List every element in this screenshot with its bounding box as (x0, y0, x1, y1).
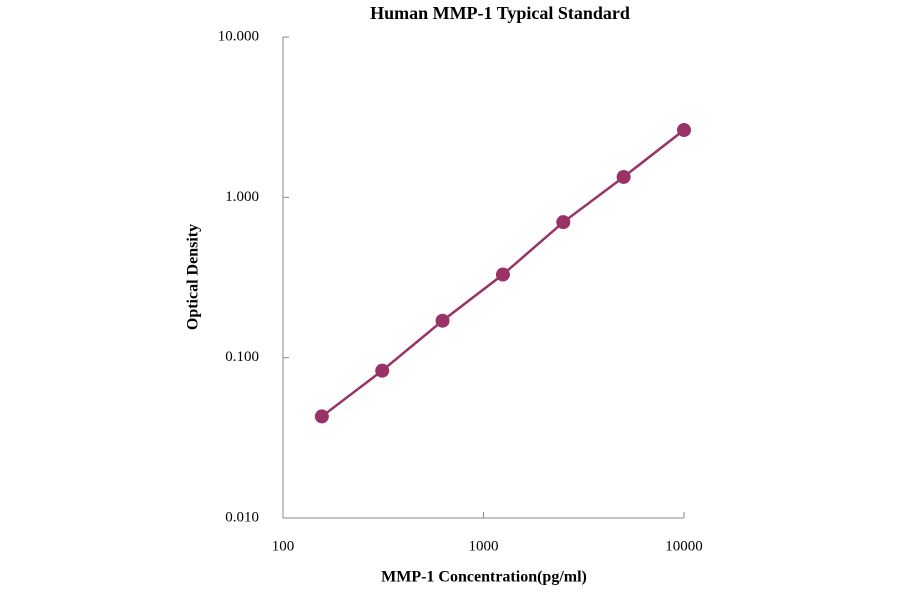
y-tick-label: 0.010 (225, 509, 259, 525)
x-tick-label: 100 (272, 538, 295, 554)
x-tick-label: 1000 (469, 538, 499, 554)
data-point (495, 267, 510, 282)
y-axis-label: Optical Density (185, 224, 202, 330)
chart-title: Human MMP-1 Typical Standard (370, 3, 630, 23)
y-tick-label: 0.100 (225, 349, 259, 365)
data-point (375, 363, 390, 378)
x-axis-label: MMP-1 Concentration(pg/ml) (381, 569, 587, 586)
data-point (616, 169, 631, 184)
x-tick-label: 10000 (665, 538, 703, 554)
data-point (435, 313, 450, 328)
y-tick-label: 1.000 (225, 189, 259, 205)
data-point (314, 409, 329, 424)
data-point (677, 123, 691, 138)
data-point (556, 215, 571, 230)
y-tick-label: 10.000 (218, 28, 259, 44)
